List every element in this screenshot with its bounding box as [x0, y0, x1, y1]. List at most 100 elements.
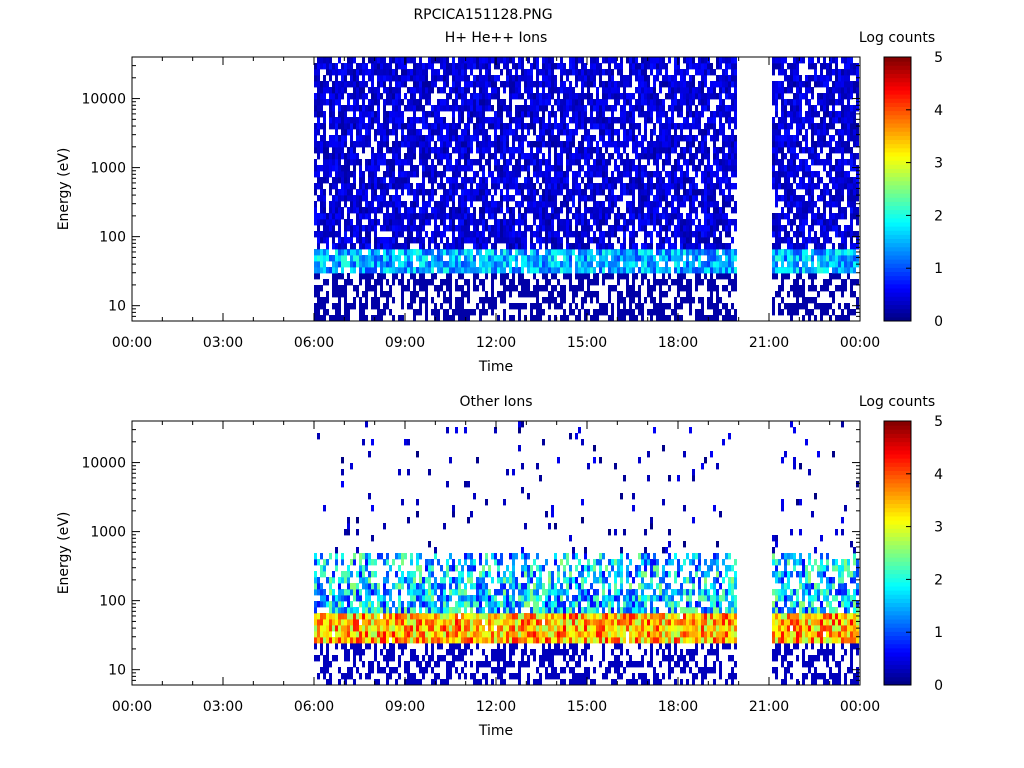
spectrogram-cell [796, 117, 799, 124]
spectrogram-cell [461, 291, 464, 298]
spectrogram-cell [530, 81, 533, 88]
spectrogram-cell [458, 159, 461, 166]
spectrogram-cell [416, 195, 419, 202]
spectrogram-cell [587, 195, 590, 202]
spectrogram-cell [341, 129, 344, 136]
spectrogram-cell [713, 285, 716, 292]
spectrogram-cell [560, 105, 563, 112]
spectrogram-cell [620, 63, 623, 70]
spectrogram-cell [584, 183, 587, 190]
spectrogram-cell [368, 273, 371, 280]
spectrogram-cell [695, 153, 698, 160]
spectrogram-cell [497, 177, 500, 184]
spectrogram-cell [530, 249, 533, 256]
spectrogram-cell [596, 141, 599, 148]
spectrogram-cell [548, 231, 551, 238]
spectrogram-cell [335, 147, 338, 154]
spectrogram-cell [533, 315, 536, 322]
spectrogram-cell [659, 141, 662, 148]
spectrogram-cell [317, 129, 320, 136]
spectrogram-cell [668, 129, 671, 136]
spectrogram-cell [368, 207, 371, 214]
spectrogram-cell [329, 57, 332, 64]
spectrogram-cell [665, 225, 668, 232]
spectrogram-cell [554, 165, 557, 172]
spectrogram-cell [473, 63, 476, 70]
spectrogram-cell [350, 129, 353, 136]
spectrogram-cell [497, 99, 500, 106]
spectrogram-cell [692, 183, 695, 190]
spectrogram-cell [404, 105, 407, 112]
spectrogram-cell [380, 279, 383, 286]
spectrogram-cell [473, 279, 476, 286]
spectrogram-cell [680, 111, 683, 118]
spectrogram-cell [536, 291, 539, 298]
spectrogram-cell [491, 297, 494, 304]
spectrogram-cell [323, 207, 326, 214]
spectrogram-cell [659, 153, 662, 160]
spectrogram-cell [632, 285, 635, 292]
spectrogram-cell [793, 105, 796, 112]
spectrogram-cell [536, 255, 539, 262]
spectrogram-cell [356, 141, 359, 148]
spectrogram-cell [425, 93, 428, 100]
spectrogram-cell [614, 195, 617, 202]
spectrogram-cell [401, 99, 404, 106]
spectrogram-cell [608, 297, 611, 304]
spectrogram-cell [512, 285, 515, 292]
spectrogram-cell [404, 285, 407, 292]
spectrogram-cell [689, 93, 692, 100]
spectrogram-cell [479, 147, 482, 154]
spectrogram-cell [656, 63, 659, 70]
spectrogram-cell [314, 261, 317, 268]
spectrogram-cell [656, 117, 659, 124]
spectrogram-cell [605, 93, 608, 100]
spectrogram-cell [320, 297, 323, 304]
spectrogram-cell [425, 297, 428, 304]
spectrogram-cell [563, 111, 566, 118]
spectrogram-cell [602, 207, 605, 214]
spectrogram-cell [365, 123, 368, 130]
spectrogram-cell [464, 189, 467, 196]
spectrogram-cell [623, 189, 626, 196]
spectrogram-cell [359, 201, 362, 208]
spectrogram-cell [425, 213, 428, 220]
spectrogram-cell [359, 189, 362, 196]
spectrogram-cell [419, 231, 422, 238]
spectrogram-cell [344, 141, 347, 148]
spectrogram-cell [716, 183, 719, 190]
spectrogram-cell [584, 261, 587, 268]
spectrogram-cell [689, 213, 692, 220]
spectrogram-cell [602, 213, 605, 220]
spectrogram-cell [635, 105, 638, 112]
spectrogram-cell [512, 171, 515, 178]
spectrogram-cell [677, 213, 680, 220]
spectrogram-cell [719, 183, 722, 190]
spectrogram-cell [461, 303, 464, 310]
spectrogram-cell [614, 267, 617, 274]
spectrogram-cell [656, 159, 659, 166]
spectrogram-cell [410, 291, 413, 298]
spectrogram-cell [605, 273, 608, 280]
spectrogram-cell [590, 267, 593, 274]
spectrogram-cell [629, 183, 632, 190]
spectrogram-cell [503, 261, 506, 268]
spectrogram-cell [443, 141, 446, 148]
spectrogram-cell [458, 69, 461, 76]
spectrogram-cell [368, 75, 371, 82]
spectrogram-cell [413, 171, 416, 178]
spectrogram-cell [353, 183, 356, 190]
spectrogram-cell [781, 141, 784, 148]
spectrogram-cell [422, 171, 425, 178]
spectrogram-cell [620, 57, 623, 64]
spectrogram-cell [587, 231, 590, 238]
spectrogram-cell [371, 123, 374, 130]
spectrogram-cell [686, 189, 689, 196]
spectrogram-cell [569, 63, 572, 70]
spectrogram-cell [524, 75, 527, 82]
spectrogram-cell [775, 195, 778, 202]
spectrogram-cell [335, 309, 338, 316]
spectrogram-cell [787, 207, 790, 214]
spectrogram-cell [781, 183, 784, 190]
spectrogram-cell [728, 249, 731, 256]
